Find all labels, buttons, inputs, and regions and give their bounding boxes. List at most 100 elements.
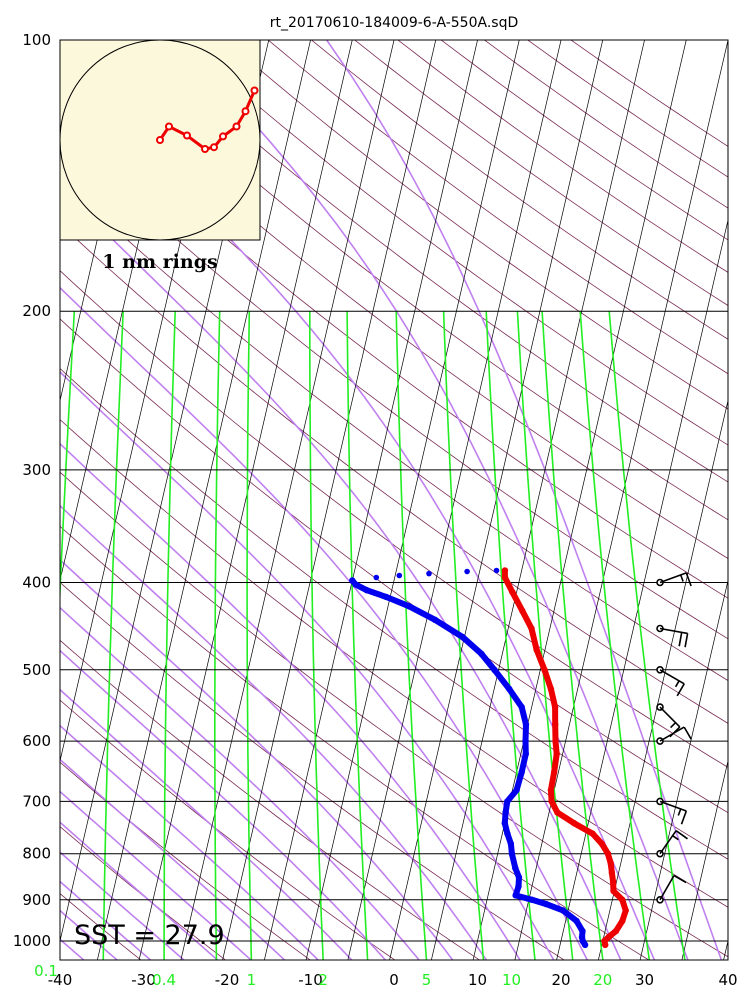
wind-barb [656,703,681,738]
temperature-point [528,625,535,632]
hodograph-ring [59,39,261,241]
dry-adiabat [483,40,728,209]
temperature-point [607,860,614,867]
mixing-ratio-line [246,311,253,960]
sst-annotation: SST = 27.9 [74,920,225,951]
dewpoint-point [578,933,586,941]
moist-adiabat [60,724,320,960]
dry-adiabat [267,40,728,375]
mixing-ratio-line [102,311,124,960]
temperature-point [610,887,617,895]
wind-barb-flag [684,633,689,648]
wind-barb [656,726,692,745]
temperature-point [619,896,626,903]
mixing-ratio-line [60,311,76,609]
isotherm-line [60,40,61,42]
mixing-ratio-tick-label: 0.1 [34,962,58,980]
dewpoint-point [579,927,586,935]
isotherm-line [598,399,728,960]
hodograph-trace [156,86,259,153]
mixing-ratio-tick-label: 1 [247,971,257,989]
wind-barb-staff [659,800,687,812]
hodograph-point [165,122,173,131]
temperature-tick-label: 40 [718,971,737,989]
wind-barb-flag [679,574,684,582]
pressure-tick-label: 700 [22,792,51,810]
dewpoint-point [559,907,567,914]
dewpoint-point [522,737,529,745]
temperature-tick-label: 20 [551,971,570,989]
wind-barb-flag [674,680,680,688]
dewpoint-point [506,685,513,693]
wind-barb-flag [680,810,688,825]
dewpoint-point [459,633,466,641]
mixing-ratio-tick-label: 5 [422,971,432,989]
dewpoint-point [426,570,432,577]
mixing-ratio-tick-label: 10 [502,971,521,989]
dewpoint-point [518,703,525,711]
wind-barb-staff [659,572,687,584]
temperature-point [547,685,555,693]
plot-frame [59,39,729,961]
moist-adiabat [326,40,723,960]
mixing-ratio-line [541,311,604,960]
hodograph-point [219,132,227,141]
temperature-point [533,646,540,653]
wind-barb-flag [683,726,692,740]
mixing-ratio-line [579,311,651,960]
dry-adiabat [224,40,728,410]
dry-adiabat [60,471,728,958]
temperature-point [547,786,555,794]
temperature-point [541,666,548,673]
dewpoint-point [507,840,515,847]
dry-adiabat [181,40,728,446]
dewpoint-point [431,616,439,623]
mixing-ratio-tick-label: 0.4 [152,971,176,989]
isotherm-line [264,40,478,960]
dry-adiabat [60,223,728,724]
temperature-point [550,769,558,776]
wind-barb-flag [672,835,679,841]
hodograph-point [183,131,191,140]
dewpoint-point [515,874,523,881]
hodograph-point [241,107,250,116]
sounding-profiles [349,567,629,949]
dewpoint-point [528,896,536,903]
mixing-ratio-tick-label: 20 [593,971,612,989]
wind-barb [656,572,692,587]
pressure-tick-label: 500 [22,661,51,679]
mixing-ratio-line [516,311,574,960]
wind-barb-flag [676,683,685,697]
temperature-point [604,850,612,857]
temperature-point [612,927,620,935]
moist-adiabat [0,291,55,964]
moist-adiabat [60,688,353,960]
isotherm-line [0,20,23,964]
temperature-tick-label: -20 [215,971,240,989]
mixing-ratio-line [485,311,536,960]
dry-adiabat [60,270,728,768]
wind-barb [656,665,685,697]
dewpoint-point [512,892,519,899]
isotherm-line [514,40,728,960]
dewpoint-point [501,820,508,827]
temperature-point [548,798,555,805]
temperature-point [605,933,612,941]
dewpoint-point [464,568,470,575]
temperature-tick-label: -10 [298,971,323,989]
dry-adiabat [60,525,650,960]
dewpoint-point [508,850,516,857]
wind-barb-flag [685,572,692,587]
dewpoint-point [478,650,485,657]
temperature-point [553,750,560,758]
isotherm-line [681,759,728,960]
temperature-point [554,809,561,816]
wind-barb-staff [659,830,677,855]
wind-barb [656,624,689,648]
hodograph-inset: 1 nm rings [59,39,261,273]
pressure-tick-label: 200 [22,302,51,320]
isotherm-line [556,218,728,960]
dry-adiabat [60,367,728,860]
isotherm-line [389,40,604,960]
